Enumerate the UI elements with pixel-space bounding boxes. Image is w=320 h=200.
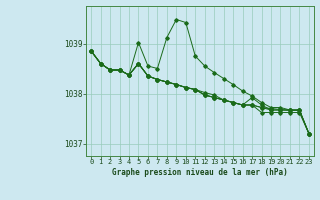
X-axis label: Graphe pression niveau de la mer (hPa): Graphe pression niveau de la mer (hPa) (112, 168, 288, 177)
